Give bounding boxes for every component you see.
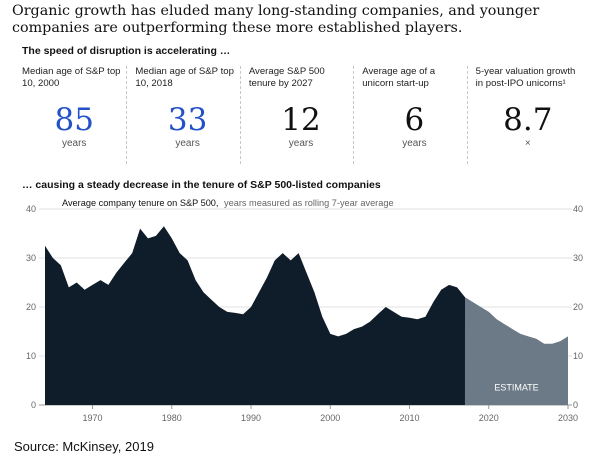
chart-inner-title: Average company tenure on S&P 500, years… (62, 198, 394, 208)
x-tick-label: 2010 (399, 413, 419, 423)
stat-value: 33 (167, 102, 208, 138)
stat-sp-top10-2000: Median age of S&P top 10, 2000 85 years (22, 66, 126, 164)
y-tick-label-right: 10 (573, 351, 583, 361)
y-tick-label-right: 30 (573, 253, 583, 263)
stat-label: Average age of a unicorn start-up (362, 66, 436, 89)
y-tick-label-left: 40 (26, 204, 36, 214)
stat-unit: years (175, 138, 200, 149)
x-tick-label: 2030 (558, 413, 578, 423)
chart-section-title: … causing a steady decrease in the tenur… (22, 179, 381, 191)
y-tick-label-right: 20 (573, 302, 583, 312)
source-note: Source: McKinsey, 2019 (14, 439, 154, 454)
y-tick-label-right: 0 (573, 400, 578, 410)
stat-unit: years (288, 138, 314, 149)
y-tick-label-left: 20 (26, 302, 36, 312)
stat-unit: × (524, 138, 531, 149)
stat-label: Median age of S&P top 10, 2018 (135, 66, 234, 89)
stat-value: 85 (54, 102, 94, 138)
x-tick-label: 1980 (162, 413, 182, 423)
stat-unit: years (61, 138, 87, 149)
stats-row: Median age of S&P top 10, 2000 85 years … (22, 66, 580, 164)
stat-value: 12 (281, 102, 321, 138)
x-tick-label: 1970 (83, 413, 103, 423)
x-tick-label: 2020 (479, 413, 499, 423)
y-tick-label-left: 30 (26, 253, 36, 263)
chart-inner-title-bold: Average company tenure on S&P 500, (62, 198, 218, 208)
y-tick-label-left: 10 (26, 351, 36, 361)
y-tick-label-left: 0 (31, 400, 36, 410)
y-tick-label-right: 40 (573, 204, 583, 214)
panel-title: The speed of disruption is accelerating … (22, 45, 231, 57)
series-area-estimate (464, 297, 568, 405)
stat-unicorn-age: Average age of a unicorn start-up 6 year… (353, 66, 466, 164)
x-tick-label: 2000 (320, 413, 340, 423)
x-tick-label: 1990 (241, 413, 261, 423)
estimate-label: ESTIMATE (494, 382, 538, 392)
stat-unit: years (402, 138, 427, 149)
series-area-actual (45, 226, 465, 405)
stat-sp-top10-2018: Median age of S&P top 10, 2018 33 years (126, 66, 239, 164)
stat-value: 8.7 (503, 102, 553, 138)
stat-value: 6 (404, 102, 425, 138)
stat-label: Average S&P 500 tenure by 2027 (248, 66, 325, 89)
stat-valuation-growth: 5-year valuation growth in post-IPO unic… (466, 66, 580, 164)
stat-label: 5-year valuation growth in post-IPO unic… (475, 66, 576, 89)
stat-sp500-tenure-2027: Average S&P 500 tenure by 2027 12 years (239, 66, 353, 164)
chart-inner-subtitle: years measured as rolling 7-year average (224, 198, 394, 208)
stat-label: Median age of S&P top 10, 2000 (22, 66, 121, 89)
headline: Organic growth has eluded many long-stan… (12, 3, 540, 36)
